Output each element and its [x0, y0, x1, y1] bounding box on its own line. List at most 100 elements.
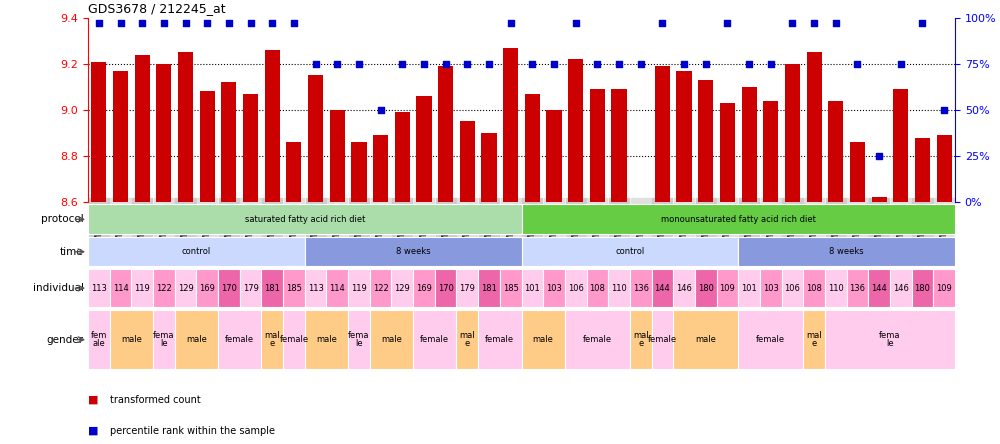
Text: mal
e: mal e [806, 331, 822, 348]
Point [459, 60, 475, 67]
Text: mal
e: mal e [633, 331, 649, 348]
Point [936, 106, 952, 113]
Bar [153, 310, 175, 369]
Bar [525, 94, 540, 202]
Bar [456, 269, 478, 307]
Bar [308, 75, 323, 202]
Point [134, 20, 150, 27]
Text: 181: 181 [264, 284, 280, 293]
Bar [803, 310, 825, 369]
Point [698, 60, 714, 67]
Text: saturated fatty acid rich diet: saturated fatty acid rich diet [245, 215, 365, 224]
Text: 146: 146 [893, 284, 909, 293]
Bar [676, 71, 692, 202]
Text: 101: 101 [524, 284, 540, 293]
Text: 8 weeks: 8 weeks [396, 247, 430, 256]
Bar [565, 310, 630, 369]
Bar [175, 269, 196, 307]
Text: gender: gender [47, 335, 84, 345]
Text: female: female [225, 335, 254, 344]
Text: 136: 136 [849, 284, 865, 293]
Bar [413, 269, 435, 307]
Bar [611, 89, 627, 202]
Text: female: female [485, 335, 514, 344]
Text: 181: 181 [481, 284, 497, 293]
Point [373, 106, 389, 113]
Text: 170: 170 [438, 284, 454, 293]
Bar [240, 269, 261, 307]
Point [654, 20, 670, 27]
Bar [221, 82, 236, 202]
Bar [782, 269, 803, 307]
Text: mal
e: mal e [264, 331, 280, 348]
Text: 106: 106 [784, 284, 800, 293]
Text: 170: 170 [221, 284, 237, 293]
Bar [456, 310, 478, 369]
Point [914, 20, 930, 27]
Text: 144: 144 [655, 284, 670, 293]
Bar [546, 110, 562, 202]
Point [481, 60, 497, 67]
Bar [738, 237, 955, 266]
Point [568, 20, 584, 27]
Text: GDS3678 / 212245_at: GDS3678 / 212245_at [88, 2, 226, 15]
Text: ■: ■ [88, 395, 98, 404]
Text: ■: ■ [88, 426, 98, 436]
Text: 136: 136 [633, 284, 649, 293]
Text: male: male [121, 335, 142, 344]
Text: 129: 129 [394, 284, 410, 293]
Point [524, 60, 540, 67]
Text: male: male [533, 335, 554, 344]
Bar [370, 269, 391, 307]
Bar [156, 64, 171, 202]
Bar [933, 269, 955, 307]
Bar [630, 310, 652, 369]
Bar [88, 204, 522, 234]
Bar [825, 310, 955, 369]
Point [394, 60, 410, 67]
Bar [503, 48, 518, 202]
Bar [698, 80, 713, 202]
Bar [872, 198, 887, 202]
Bar [348, 310, 370, 369]
Point [199, 20, 215, 27]
Bar [565, 269, 587, 307]
Bar [135, 55, 150, 202]
Point [849, 60, 865, 67]
Bar [416, 96, 432, 202]
Bar [587, 269, 608, 307]
Point [806, 20, 822, 27]
Point [264, 20, 280, 27]
Bar [305, 269, 326, 307]
Text: 122: 122 [156, 284, 172, 293]
Text: 144: 144 [871, 284, 887, 293]
Point [91, 20, 107, 27]
Point [156, 20, 172, 27]
Bar [243, 94, 258, 202]
Point [329, 60, 345, 67]
Bar [348, 269, 370, 307]
Bar [178, 52, 193, 202]
Bar [218, 269, 240, 307]
Point [546, 60, 562, 67]
Text: 103: 103 [546, 284, 562, 293]
Text: 119: 119 [351, 284, 367, 293]
Text: 180: 180 [698, 284, 714, 293]
Point [893, 60, 909, 67]
Bar [113, 71, 128, 202]
Bar [218, 310, 261, 369]
Bar [825, 269, 847, 307]
Text: individual: individual [33, 283, 84, 293]
Bar [261, 269, 283, 307]
Point [113, 20, 129, 27]
Text: 106: 106 [568, 284, 584, 293]
Text: protocol: protocol [41, 214, 84, 224]
Bar [695, 269, 717, 307]
Bar [261, 310, 283, 369]
Bar [738, 269, 760, 307]
Text: 113: 113 [308, 284, 324, 293]
Text: male: male [316, 335, 337, 344]
Point [633, 60, 649, 67]
Point [676, 60, 692, 67]
Point [178, 20, 194, 27]
